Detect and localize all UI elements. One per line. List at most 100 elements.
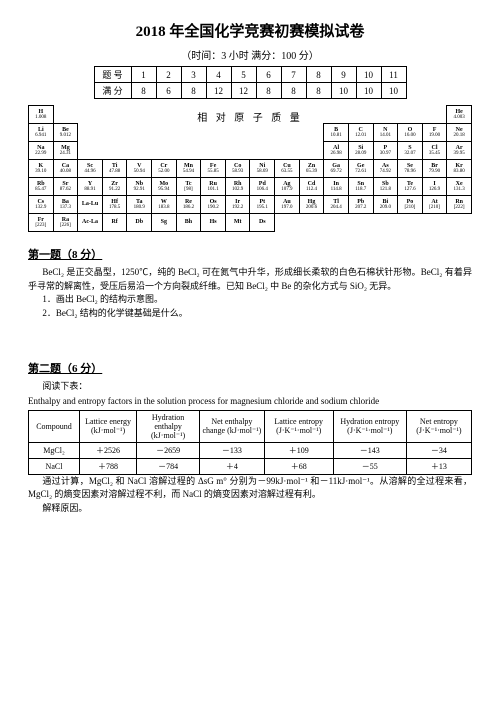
pt-cell: O16.00	[398, 124, 423, 142]
pt-empty	[299, 214, 324, 232]
pt-cell: Zn65.39	[299, 160, 324, 178]
pt-mass: 102.9	[226, 187, 250, 192]
pt-row: Na22.99Mg24.31Al26.98Si28.09P30.97S32.07…	[29, 142, 472, 160]
pt-mass: 74.92	[374, 169, 398, 174]
score-pt: 10	[381, 83, 406, 99]
pt-mass: 47.88	[103, 169, 127, 174]
pt-mass: 20.18	[447, 133, 471, 138]
pt-cell: Sr87.62	[53, 178, 78, 196]
pt-mass: 72.61	[349, 169, 373, 174]
pt-cell: S32.07	[398, 142, 423, 160]
pt-mass: 26.98	[324, 151, 348, 156]
pt-cell: Bh	[176, 214, 201, 232]
pt-mass: 69.72	[324, 169, 348, 174]
q1-item-2: 2．BeCl₂ 结构的化学键基础是什么。	[28, 307, 472, 321]
pt-mass: 137.3	[54, 205, 78, 210]
pt-cell: Kr83.80	[447, 160, 472, 178]
pt-cell: W183.8	[152, 196, 177, 214]
thermo-h4: Lattice entropy (J·K⁻¹·mol⁻¹)	[264, 410, 333, 442]
pt-cell: Rb85.47	[29, 178, 54, 196]
pt-mass: 50.94	[127, 169, 151, 174]
pt-cell: At[210]	[422, 196, 447, 214]
pt-empty	[275, 124, 300, 142]
pt-cell: F19.00	[422, 124, 447, 142]
pt-mass: 44.96	[78, 169, 102, 174]
pt-cell: Mo95.94	[152, 178, 177, 196]
pt-mass: 112.4	[300, 187, 324, 192]
q2-lead: 阅读下表：	[28, 380, 472, 394]
pt-cell: Re186.2	[176, 196, 201, 214]
pt-empty	[102, 124, 127, 142]
thermo-h5: Hydration entropy (J·K⁻¹·mol⁻¹)	[333, 410, 406, 442]
pt-cell: Fe55.85	[201, 160, 226, 178]
score-pt: 12	[231, 83, 256, 99]
score-pt: 12	[206, 83, 231, 99]
pt-symbol: Mt	[226, 219, 250, 225]
pt-cell: Ar39.95	[447, 142, 472, 160]
pt-mass: 63.55	[275, 169, 299, 174]
pt-cell: Pb207.2	[348, 196, 373, 214]
pt-symbol: Ds	[250, 219, 274, 225]
pt-cell: V50.94	[127, 160, 152, 178]
pt-mass: 180.9	[127, 205, 151, 210]
pt-empty	[324, 214, 349, 232]
pt-mass: 24.31	[54, 151, 78, 156]
pt-cell: Db	[127, 214, 152, 232]
pt-empty	[176, 142, 201, 160]
score-num: 10	[356, 67, 381, 83]
pt-mass: [210]	[398, 205, 422, 210]
pt-mass: 12.01	[349, 133, 373, 138]
q2-paragraph: 通过计算，MgCl₂ 和 NaCl 溶解过程的 ΔsG m° 分别为－99kJ·…	[28, 475, 472, 502]
score-num: 1	[131, 67, 156, 83]
pt-mass: 127.6	[398, 187, 422, 192]
pt-cell: I126.9	[422, 178, 447, 196]
pt-mass: 79.90	[423, 169, 447, 174]
pt-row: Cs132.9Ba137.3La-LuHf178.5Ta180.9W183.8R…	[29, 196, 472, 214]
periodic-table: H1.008He4.003Li6.941Be9.012B10.81C12.01N…	[28, 105, 472, 232]
score-label-index: 题 号	[94, 67, 131, 83]
pt-cell: Li6.941	[29, 124, 54, 142]
thermo-h0: Compound	[29, 410, 80, 442]
q1-heading: 第一题（8 分）	[28, 246, 472, 262]
thermo-h1: Lattice energy (kJ·mol⁻¹)	[80, 410, 137, 442]
pt-mass: 197.0	[275, 205, 299, 210]
thermo-cell: －784	[137, 458, 200, 474]
pt-cell: Mt	[225, 214, 250, 232]
pt-empty	[102, 142, 127, 160]
pt-empty	[275, 214, 300, 232]
thermo-cell: －55	[333, 458, 406, 474]
score-num: 9	[331, 67, 356, 83]
pt-symbol: Db	[127, 219, 151, 225]
page: 2018 年全国化学竞赛初赛模拟试卷 （时间：3 小时 满分：100 分） 题 …	[0, 0, 500, 535]
thermo-cell: ＋68	[264, 458, 333, 474]
pt-mass: 190.2	[201, 205, 225, 210]
pt-mass: 207.2	[349, 205, 373, 210]
thermo-h2: Hydration enthalpy (kJ·mol⁻¹)	[137, 410, 200, 442]
pt-row: Li6.941Be9.012B10.81C12.01N14.01O16.00F1…	[29, 124, 472, 142]
pt-mass: 186.2	[177, 205, 201, 210]
q2-prompt: 解释原因。	[28, 502, 472, 516]
pt-cell: In114.8	[324, 178, 349, 196]
thermo-row-nacl: NaCl ＋788 －784 ＋4 ＋68 －55 ＋13	[29, 458, 472, 474]
pt-symbol: Rf	[103, 219, 127, 225]
q2-heading: 第二题（6 分）	[28, 360, 472, 376]
pt-mass: 88.91	[78, 187, 102, 192]
pt-empty	[250, 124, 275, 142]
pt-cell: Sg	[152, 214, 177, 232]
pt-symbol: Bh	[177, 219, 201, 225]
pt-cell: B10.81	[324, 124, 349, 142]
pt-cell: Se78.96	[398, 160, 423, 178]
thermo-h6: Net entropy (J·K⁻¹·mol⁻¹)	[406, 410, 471, 442]
pt-mass: 58.69	[250, 169, 274, 174]
pt-symbol: La-Lu	[78, 201, 102, 207]
pt-cell: Os190.2	[201, 196, 226, 214]
pt-cell: Sn118.7	[348, 178, 373, 196]
thermo-cell: ＋2526	[80, 442, 137, 458]
pt-cell: Rf	[102, 214, 127, 232]
pt-empty	[176, 124, 201, 142]
pt-cell: Ge72.61	[348, 160, 373, 178]
pt-cell: Ba137.3	[53, 196, 78, 214]
pt-cell: Ni58.69	[250, 160, 275, 178]
score-pt: 8	[131, 83, 156, 99]
pt-symbol: Ac-La	[78, 219, 102, 225]
